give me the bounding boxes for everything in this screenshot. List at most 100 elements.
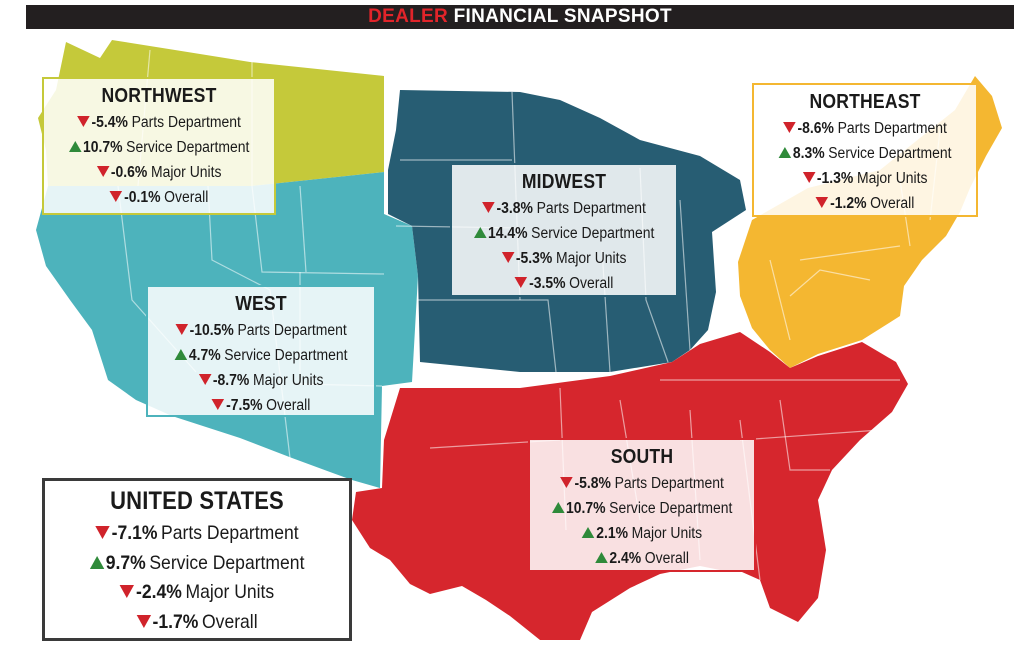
stat-row-parts: -8.6% Parts Department xyxy=(765,116,965,141)
stat-label: Service Department xyxy=(828,145,952,162)
region-title: NORTHWEST xyxy=(101,85,217,107)
stat-label: Parts Department xyxy=(237,322,347,339)
stat-value: 8.3% xyxy=(792,145,825,162)
stat-row-service: 9.7% Service Department xyxy=(60,549,334,579)
down-arrow-icon xyxy=(198,374,212,386)
stat-label: Major Units xyxy=(555,250,627,267)
stat-row-service: 4.7% Service Department xyxy=(159,343,362,368)
down-arrow-icon xyxy=(136,614,151,628)
stat-row-parts: -5.4% Parts Department xyxy=(56,110,263,135)
up-arrow-icon xyxy=(89,555,104,569)
stat-value: -7.1% xyxy=(111,522,158,544)
stat-label: Service Department xyxy=(149,551,305,574)
stat-value: -2.4% xyxy=(135,581,182,603)
stat-row-major-units: -8.7% Major Units xyxy=(159,368,362,393)
stat-value: -1.7% xyxy=(152,610,199,633)
region-box-northwest: NORTHWEST -5.4% Parts Department 10.7% Ser… xyxy=(42,77,276,215)
stat-row-overall: -7.5% Overall xyxy=(159,393,362,418)
stat-label: Overall xyxy=(870,195,915,212)
down-arrow-icon xyxy=(815,197,829,209)
up-arrow-icon xyxy=(473,227,487,239)
down-arrow-icon xyxy=(119,585,135,599)
down-arrow-icon xyxy=(514,277,528,289)
stat-label: Major Units xyxy=(631,525,703,542)
region-box-northeast: NORTHEAST -8.6% Parts Department 8.3% Serv… xyxy=(752,83,978,217)
stat-label: Parts Department xyxy=(131,114,241,131)
stat-value: 4.7% xyxy=(188,347,221,364)
stat-label: Major Units xyxy=(856,170,928,187)
stat-row-overall: -0.1% Overall xyxy=(56,185,263,210)
stat-value: 10.7% xyxy=(82,139,123,156)
stat-row-overall: -1.7% Overall xyxy=(60,608,334,638)
stat-label: Parts Department xyxy=(536,200,646,217)
stat-row-overall: -1.2% Overall xyxy=(765,191,965,216)
stat-label: Service Department xyxy=(531,225,655,242)
down-arrow-icon xyxy=(175,324,188,336)
down-arrow-icon xyxy=(95,526,110,540)
stat-value: -0.1% xyxy=(124,189,161,206)
region-title: SOUTH xyxy=(610,446,674,468)
stat-value: -8.7% xyxy=(212,372,250,389)
region-title: NORTHEAST xyxy=(809,91,921,113)
stat-row-service: 10.7% Service Department xyxy=(541,496,743,521)
down-arrow-icon xyxy=(802,172,816,184)
stat-value: -1.2% xyxy=(830,195,867,212)
down-arrow-icon xyxy=(501,252,515,264)
region-box-midwest: MIDWEST -3.8% Parts Department 14.4% Servi… xyxy=(450,163,678,297)
stat-value: -5.4% xyxy=(91,114,128,131)
stat-label: Major Units xyxy=(252,372,324,389)
stat-label: Major Units xyxy=(150,164,222,181)
stat-row-service: 8.3% Service Department xyxy=(765,141,965,166)
stat-row-major-units: -1.3% Major Units xyxy=(765,166,965,191)
stat-label: Service Department xyxy=(609,500,733,517)
stat-label: Parts Department xyxy=(837,120,947,137)
stat-label: Overall xyxy=(266,397,311,414)
stat-row-major-units: 2.1% Major Units xyxy=(541,521,743,546)
up-arrow-icon xyxy=(174,349,188,361)
stat-row-overall: 2.4% Overall xyxy=(541,546,743,571)
stat-label: Overall xyxy=(569,275,614,292)
title-text: FINANCIAL SNAPSHOT xyxy=(453,6,672,27)
stat-value: 9.7% xyxy=(105,551,146,574)
stat-row-parts: -7.1% Parts Department xyxy=(60,519,334,549)
stat-value: -3.5% xyxy=(529,275,566,292)
region-title: WEST xyxy=(235,293,287,315)
up-arrow-icon xyxy=(551,502,565,514)
down-arrow-icon xyxy=(211,399,225,411)
down-arrow-icon xyxy=(783,122,796,134)
title-accent-word: DEALER xyxy=(368,6,449,27)
up-arrow-icon xyxy=(778,147,792,159)
region-title: UNITED STATES xyxy=(110,487,284,515)
region-box-south: SOUTH -5.8% Parts Department 10.7% Service… xyxy=(528,438,756,572)
down-arrow-icon xyxy=(560,477,573,489)
stat-value: -1.3% xyxy=(816,170,854,187)
stat-value: -7.5% xyxy=(226,397,263,414)
stat-value: 2.4% xyxy=(609,550,642,567)
down-arrow-icon xyxy=(77,116,90,128)
stat-label: Major Units xyxy=(185,581,275,603)
stat-label: Overall xyxy=(164,189,209,206)
region-title: MIDWEST xyxy=(521,171,607,193)
down-arrow-icon xyxy=(109,191,123,203)
stat-row-parts: -5.8% Parts Department xyxy=(541,471,743,496)
region-box-west: WEST -10.5% Parts Department 4.7% Service … xyxy=(146,285,376,417)
stat-label: Parts Department xyxy=(614,475,724,492)
stat-value: -5.8% xyxy=(574,475,611,492)
stat-row-service: 14.4% Service Department xyxy=(463,221,665,246)
up-arrow-icon xyxy=(594,552,608,564)
down-arrow-icon xyxy=(96,166,110,178)
stat-value: -8.6% xyxy=(797,120,834,137)
stat-value: 14.4% xyxy=(487,225,528,242)
page-title: DEALER FINANCIAL SNAPSHOT xyxy=(26,5,1014,29)
stat-row-major-units: -0.6% Major Units xyxy=(56,160,263,185)
stat-label: Service Department xyxy=(126,139,250,156)
up-arrow-icon xyxy=(68,141,82,153)
stat-row-parts: -10.5% Parts Department xyxy=(159,318,362,343)
stat-row-major-units: -2.4% Major Units xyxy=(60,578,334,608)
stat-label: Overall xyxy=(202,610,258,633)
stat-value: -10.5% xyxy=(189,322,234,339)
down-arrow-icon xyxy=(482,202,495,214)
stat-value: 10.7% xyxy=(565,500,606,517)
stat-label: Service Department xyxy=(224,347,348,364)
stat-row-major-units: -5.3% Major Units xyxy=(463,246,665,271)
